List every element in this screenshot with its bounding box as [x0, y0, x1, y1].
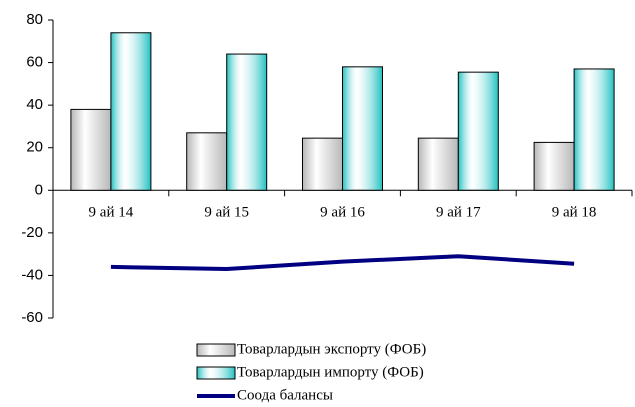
bar	[70, 108, 112, 191]
bar	[533, 141, 575, 191]
y-tick-label: 80	[26, 11, 43, 28]
y-tick-label: 60	[26, 54, 43, 71]
bar	[302, 137, 343, 191]
legend-label: Товарлардын импорту (ФОБ)	[237, 364, 424, 380]
x-tick-label: 9 ай 16	[320, 205, 365, 221]
y-tick-label: -60	[21, 309, 43, 326]
x-tick-label: 9 ай 18	[552, 205, 597, 221]
bar	[457, 71, 499, 191]
y-tick-label: -40	[21, 266, 43, 283]
bar	[186, 132, 228, 191]
legend-label: Соода балансы	[237, 387, 333, 403]
legend-swatch	[196, 366, 236, 380]
y-tick-label: 0	[35, 181, 43, 198]
line	[110, 254, 575, 272]
legend-swatch	[196, 343, 236, 357]
x-tick-label: 9 ай 14	[89, 205, 134, 221]
bar	[110, 32, 152, 191]
y-tick-label: 40	[26, 96, 43, 113]
legend-label: Товарлардын экспорту (ФОБ)	[237, 341, 426, 357]
x-tick-label: 9 ай 17	[436, 205, 481, 221]
y-tick-label: -20	[21, 224, 43, 241]
y-tick-label: 20	[26, 139, 43, 156]
bar	[573, 68, 615, 191]
x-tick-label: 9 ай 15	[204, 205, 249, 221]
bar	[342, 66, 383, 191]
bar	[417, 137, 459, 191]
bar	[226, 53, 268, 191]
